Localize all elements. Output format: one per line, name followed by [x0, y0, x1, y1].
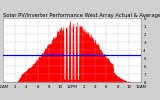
- Text: Solar PV/Inverter Performance West Array Actual & Average Power Output: Solar PV/Inverter Performance West Array…: [3, 13, 160, 18]
